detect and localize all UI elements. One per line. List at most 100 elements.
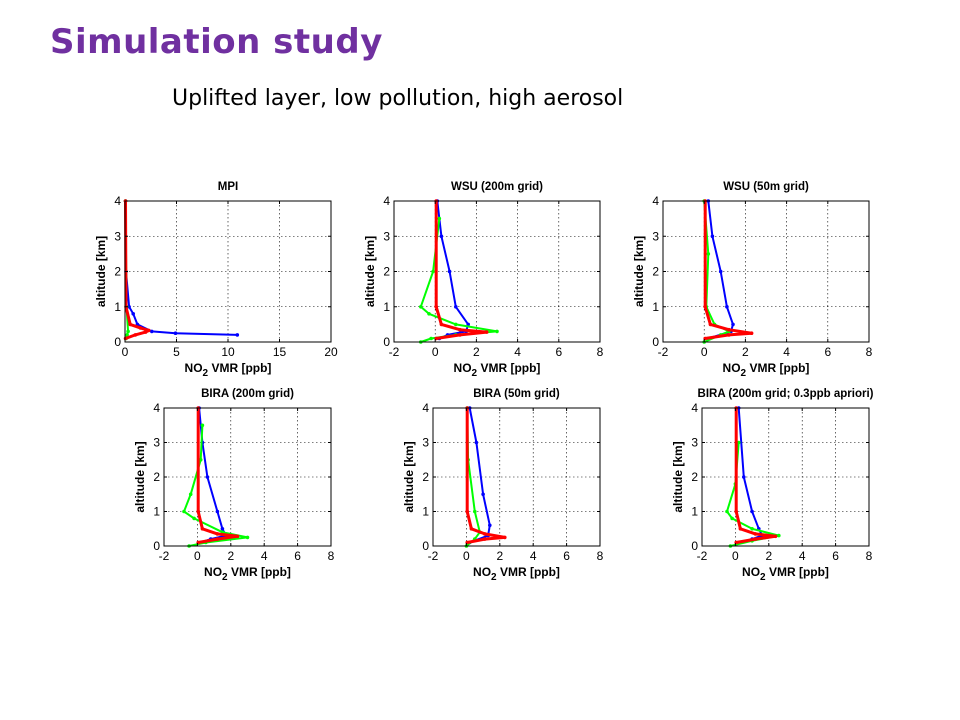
y-tick-label: 2 — [383, 265, 390, 279]
data-point — [429, 336, 433, 341]
y-tick-label: 4 — [422, 401, 429, 415]
data-point — [133, 333, 138, 337]
data-point — [708, 322, 713, 327]
series-line-1 — [468, 407, 491, 544]
y-tick-label: 3 — [652, 229, 659, 243]
data-point — [200, 423, 205, 428]
data-point — [483, 537, 487, 541]
data-point — [447, 269, 452, 274]
x-axis-label: NO2 VMR [ppb] — [723, 361, 810, 379]
data-point — [245, 535, 250, 540]
data-point — [484, 330, 489, 334]
x-tick-label: 10 — [221, 345, 235, 359]
data-point — [220, 527, 225, 531]
data-point — [128, 322, 132, 327]
data-point — [146, 328, 151, 333]
slide-subtitle: Uplifted layer, low pollution, high aero… — [172, 86, 624, 111]
data-point — [742, 475, 746, 479]
data-point — [473, 509, 477, 514]
data-point — [215, 532, 220, 536]
y-tick-label: 4 — [383, 194, 390, 208]
x-tick-label: 2 — [473, 345, 480, 359]
x-tick-label: 2 — [742, 345, 749, 359]
data-point — [466, 322, 471, 327]
data-point — [419, 305, 423, 309]
x-tick-label: -2 — [428, 549, 439, 563]
x-tick-label: -2 — [658, 345, 669, 359]
y-tick-label: 1 — [383, 300, 390, 314]
x-tick-label: 2 — [496, 549, 503, 563]
data-point — [483, 532, 487, 536]
y-tick-label: 3 — [383, 229, 390, 243]
data-point — [773, 534, 778, 539]
y-tick-label: 2 — [153, 470, 160, 484]
y-axis-label: altitude [km] — [671, 441, 685, 512]
data-point — [474, 440, 479, 445]
x-tick-label: 4 — [799, 549, 806, 563]
data-point — [431, 269, 435, 274]
data-point — [725, 509, 729, 514]
y-tick-label: 0 — [153, 539, 160, 553]
data-point — [143, 330, 148, 334]
data-point — [454, 305, 458, 309]
y-tick-label: 4 — [691, 401, 698, 415]
data-point — [138, 326, 143, 330]
x-tick-label: 4 — [514, 345, 521, 359]
y-tick-label: 4 — [114, 194, 121, 208]
x-tick-label: 8 — [597, 345, 604, 359]
data-point — [205, 475, 210, 479]
y-tick-label: 0 — [422, 539, 429, 553]
x-tick-label: 0 — [194, 549, 201, 563]
x-tick-label: 8 — [597, 549, 604, 563]
chart-title: WSU (50m grid) — [723, 181, 809, 193]
data-point — [503, 535, 507, 540]
plot-area — [433, 408, 600, 546]
y-tick-label: 0 — [383, 335, 390, 349]
data-point — [437, 216, 442, 221]
y-axis-label: altitude [km] — [363, 236, 377, 307]
y-tick-label: 4 — [153, 401, 160, 415]
data-point — [710, 234, 715, 239]
data-point — [458, 327, 462, 332]
data-point — [469, 527, 474, 531]
series-line-1 — [436, 200, 470, 340]
data-point — [727, 333, 731, 337]
y-axis-label: altitude [km] — [94, 236, 108, 307]
data-point — [200, 527, 205, 531]
data-point — [481, 492, 485, 497]
y-axis-label: altitude [km] — [133, 441, 147, 512]
data-point — [750, 509, 754, 514]
x-tick-label: 0 — [122, 345, 129, 359]
data-point — [777, 533, 781, 538]
data-point — [173, 331, 178, 336]
x-tick-label: 6 — [824, 345, 831, 359]
slide-title: Simulation study — [50, 22, 383, 62]
y-tick-label: 1 — [422, 505, 429, 519]
data-point — [750, 527, 754, 531]
data-point — [127, 305, 131, 309]
x-tick-label: 0 — [432, 345, 439, 359]
y-axis-label: altitude [km] — [632, 236, 646, 307]
x-axis-label: NO2 VMR [ppb] — [742, 565, 829, 583]
chart-title: BIRA (50m grid) — [473, 388, 560, 400]
data-point — [235, 333, 240, 337]
x-tick-label: 4 — [530, 549, 537, 563]
data-point — [465, 509, 470, 514]
y-tick-label: 1 — [153, 505, 160, 519]
x-tick-label: 4 — [783, 345, 790, 359]
data-point — [730, 516, 734, 521]
y-tick-label: 0 — [114, 335, 121, 349]
data-point — [182, 509, 186, 514]
x-tick-label: 6 — [555, 345, 562, 359]
data-point — [439, 234, 444, 239]
x-tick-label: 8 — [866, 549, 873, 563]
x-tick-label: 0 — [732, 549, 739, 563]
data-point — [727, 327, 731, 332]
y-tick-label: 1 — [652, 300, 659, 314]
x-tick-label: 8 — [328, 549, 335, 563]
x-tick-label: 2 — [765, 549, 772, 563]
y-tick-label: 3 — [422, 436, 429, 450]
data-point — [215, 537, 220, 541]
